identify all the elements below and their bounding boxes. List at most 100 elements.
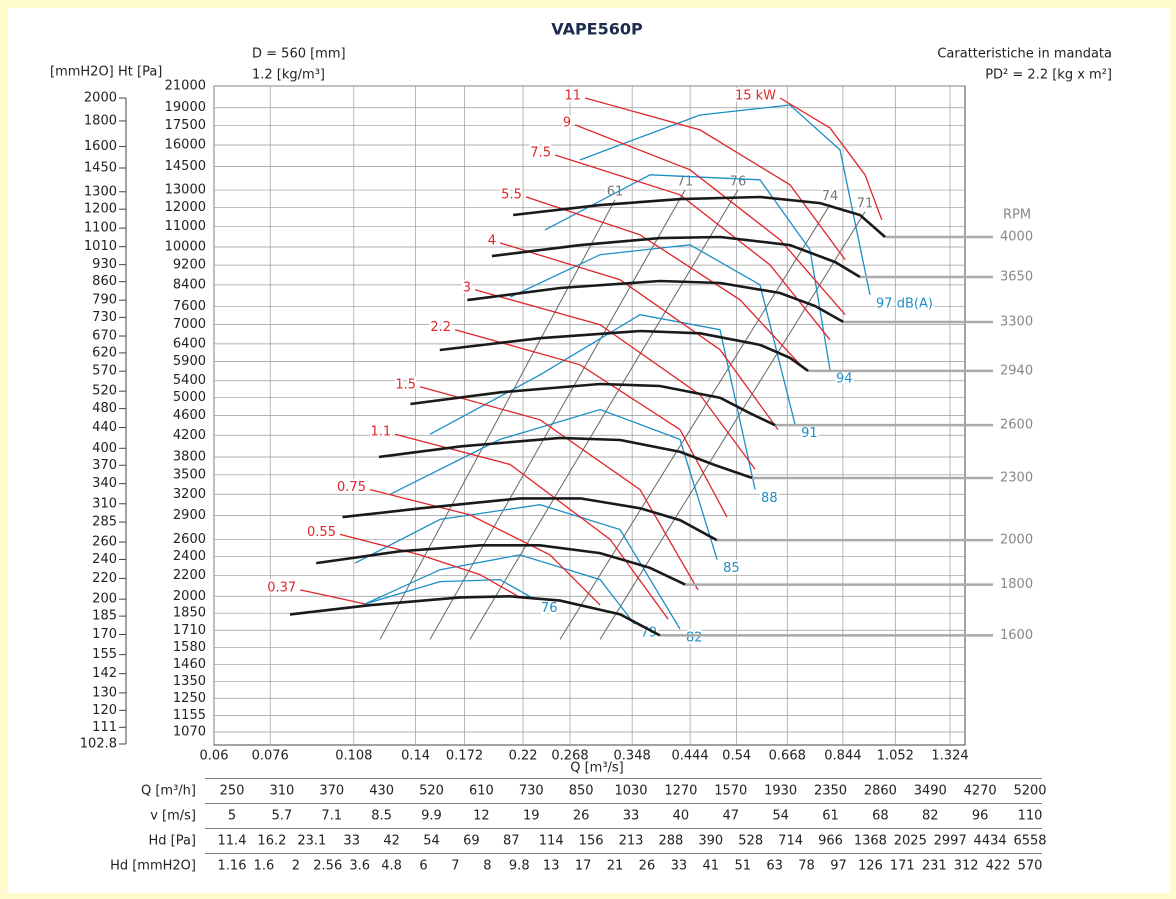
rpm-curve	[491, 235, 861, 279]
row-value: 40	[673, 809, 690, 824]
row-value: 310	[269, 784, 294, 799]
power-label: 2.2	[430, 320, 451, 335]
x-tick-label: 0.444	[671, 749, 708, 764]
noise-curve	[364, 578, 536, 605]
note: PD² = 2.2 [kg x m²]	[985, 68, 1112, 83]
efficiency-line	[599, 211, 866, 640]
noise-curve	[364, 554, 636, 625]
row-value: 23.1	[297, 834, 326, 849]
y-tick-label: 7000	[173, 317, 206, 332]
y2-tick-label: 930	[92, 257, 117, 272]
efficiency-line	[559, 204, 831, 640]
row-value: 714	[778, 834, 803, 849]
row-value: 19	[523, 809, 540, 824]
noise-label: 82	[686, 630, 703, 645]
row-value: 26	[639, 859, 656, 874]
row-value: 6558	[1013, 834, 1046, 849]
note: D = 560 [mm]	[252, 47, 346, 62]
row-value: 61	[822, 809, 839, 824]
y2-tick-label: 1450	[84, 160, 117, 175]
efficiency-label: 74	[822, 189, 839, 204]
noise-label: 76	[541, 601, 558, 616]
row-value: 520	[419, 784, 444, 799]
y2-tick-label: 670	[92, 329, 117, 344]
rpm-curve	[439, 329, 809, 372]
row-value: 42	[383, 834, 400, 849]
power-label: 15 kW	[735, 89, 776, 104]
efficiency-label: 61	[607, 184, 624, 199]
row-label: Hd [mmH2O]	[110, 859, 196, 874]
power-label: 9	[563, 115, 571, 130]
power-curve	[525, 196, 806, 371]
power-curve	[395, 433, 669, 620]
row-value: 9.9	[421, 809, 442, 824]
row-value: 390	[698, 834, 723, 849]
row-value: 78	[798, 859, 815, 874]
rpm-label: 1800	[1000, 577, 1033, 592]
row-value: 2997	[934, 834, 967, 849]
noise-curve	[544, 174, 831, 370]
y-tick-label: 2000	[173, 589, 206, 604]
efficiency-label: 71	[857, 196, 874, 211]
y2-tick-label: 240	[92, 552, 117, 567]
y2-tick-label: 142	[92, 666, 117, 681]
y2-tick-label: 2000	[84, 91, 117, 106]
row-value: 610	[469, 784, 494, 799]
row-value: 51	[734, 859, 751, 874]
y-tick-label: 1580	[173, 640, 206, 655]
row-value: 3.6	[349, 859, 370, 874]
row-value: 13	[543, 859, 560, 874]
efficiency-line	[469, 189, 739, 640]
note: 1.2 [kg/m³]	[252, 68, 325, 83]
row-value: 11.4	[218, 834, 247, 849]
rpm-label: 2600	[1000, 418, 1033, 433]
x-tick-label: 0.348	[614, 749, 651, 764]
y2-tick-label: 1300	[84, 184, 117, 199]
y-tick-label: 12000	[165, 200, 206, 215]
row-value: 126	[858, 859, 883, 874]
rpm-label: 1600	[1000, 628, 1033, 643]
power-label: 1.5	[395, 377, 416, 392]
power-label: 5.5	[501, 187, 522, 202]
y-tick-label: 1155	[173, 708, 206, 723]
x-tick-label: 0.108	[335, 749, 372, 764]
row-value: 850	[569, 784, 594, 799]
noise-curve	[579, 104, 871, 296]
y-tick-label: 6400	[173, 336, 206, 351]
x-tick-label: 0.06	[200, 749, 229, 764]
y-tick-label: 7600	[173, 299, 206, 314]
noise-label: 88	[761, 491, 778, 506]
power-curve	[300, 589, 366, 605]
y2-tick-label: 1200	[84, 202, 117, 217]
y2-tick-label: 130	[92, 685, 117, 700]
row-value: 2350	[814, 784, 847, 799]
row-value: 114	[539, 834, 564, 849]
row-value: 966	[818, 834, 843, 849]
power-curve	[779, 97, 883, 221]
power-curve	[474, 289, 756, 470]
y-tick-label: 2900	[173, 508, 206, 523]
y-tick-label: 10000	[165, 240, 206, 255]
row-value: 63	[766, 859, 783, 874]
noise-label: 94	[836, 371, 853, 386]
y2-tick-label: 370	[92, 458, 117, 473]
row-value: 1930	[764, 784, 797, 799]
y2-tick-label: 170	[92, 627, 117, 642]
row-value: 5.7	[272, 809, 293, 824]
y2-tick-label: 111	[92, 720, 117, 735]
noise-curve	[429, 314, 756, 490]
row-value: 1.16	[218, 859, 247, 874]
y-tick-label: 1850	[173, 606, 206, 621]
x-tick-label: 0.54	[722, 749, 751, 764]
row-value: 2860	[864, 784, 897, 799]
x-tick-label: 0.172	[446, 749, 483, 764]
y-tick-label: 5400	[173, 373, 206, 388]
y-tick-label: 5900	[173, 354, 206, 369]
y2-tick-label: 102.8	[80, 737, 117, 752]
row-value: 33	[671, 859, 688, 874]
y2-tick-label: 440	[92, 420, 117, 435]
y2-tick-label: 730	[92, 310, 117, 325]
x-tick-label: 0.268	[551, 749, 588, 764]
